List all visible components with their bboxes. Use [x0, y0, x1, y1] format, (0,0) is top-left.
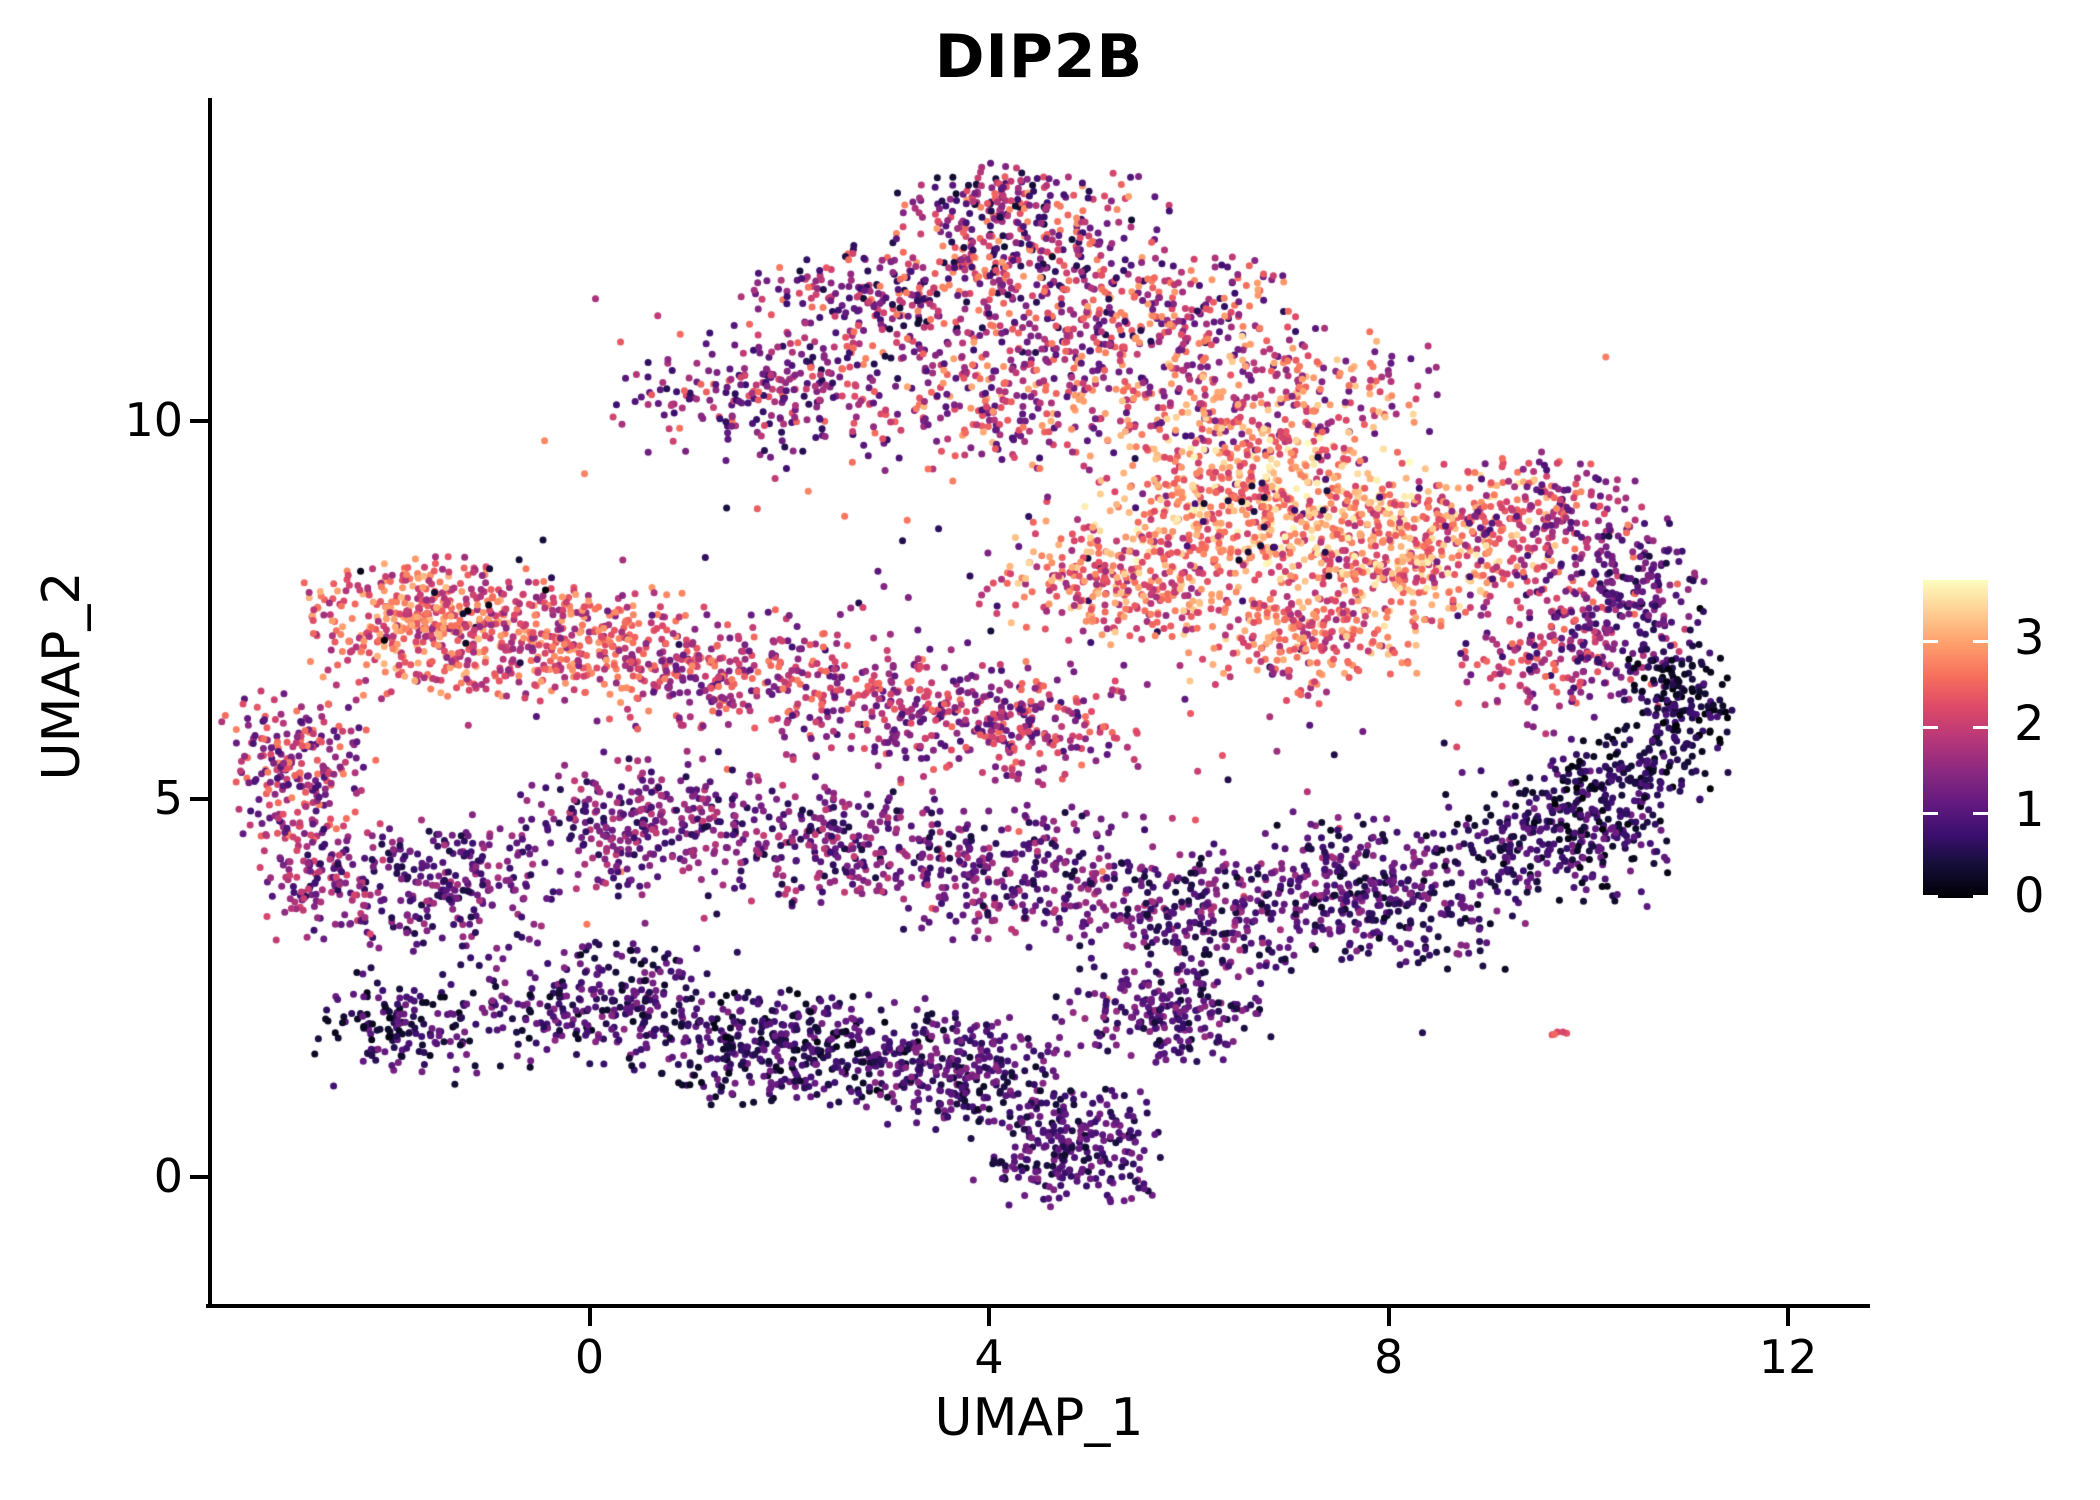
y-axis-line [208, 98, 212, 1308]
colorbar-tick-mark [1973, 726, 1988, 730]
plot-title: DIP2B [934, 22, 1144, 92]
colorbar-tick-label: 1 [2014, 782, 2045, 839]
colorbar-tick-mark [1973, 895, 1988, 898]
colorbar-tick-mark [1923, 895, 1938, 898]
colorbar-tick-mark [1923, 726, 1938, 730]
expression-colorbar [1923, 580, 1988, 898]
x-tick-mark [1786, 1308, 1791, 1326]
colorbar-tick-mark [1973, 640, 1988, 644]
x-axis-line [206, 1304, 1870, 1308]
colorbar-tick-mark [1973, 812, 1988, 816]
x-tick-mark [587, 1308, 592, 1326]
colorbar-tick-label: 3 [2014, 610, 2045, 667]
x-tick-label: 12 [1758, 1330, 1818, 1384]
y-axis-label: UMAP_2 [32, 571, 92, 781]
umap-scatter-canvas [210, 100, 1868, 1306]
colorbar-tick-label: 0 [2014, 868, 2045, 924]
x-tick-label: 4 [974, 1330, 1004, 1384]
y-tick-label: 5 [153, 771, 183, 826]
x-axis-label: UMAP_1 [934, 1388, 1144, 1448]
colorbar-tick-mark [1923, 640, 1938, 644]
y-tick-label: 0 [153, 1149, 183, 1204]
y-tick-label: 10 [124, 393, 183, 448]
colorbar-tick-mark [1923, 812, 1938, 816]
y-tick-mark [190, 1175, 208, 1180]
x-tick-mark [1386, 1308, 1391, 1326]
x-tick-mark [987, 1308, 992, 1326]
y-tick-mark [190, 797, 208, 802]
colorbar-tick-label: 2 [2014, 696, 2045, 753]
x-tick-label: 0 [574, 1330, 605, 1384]
x-tick-label: 8 [1373, 1330, 1404, 1384]
y-tick-mark [190, 419, 208, 424]
